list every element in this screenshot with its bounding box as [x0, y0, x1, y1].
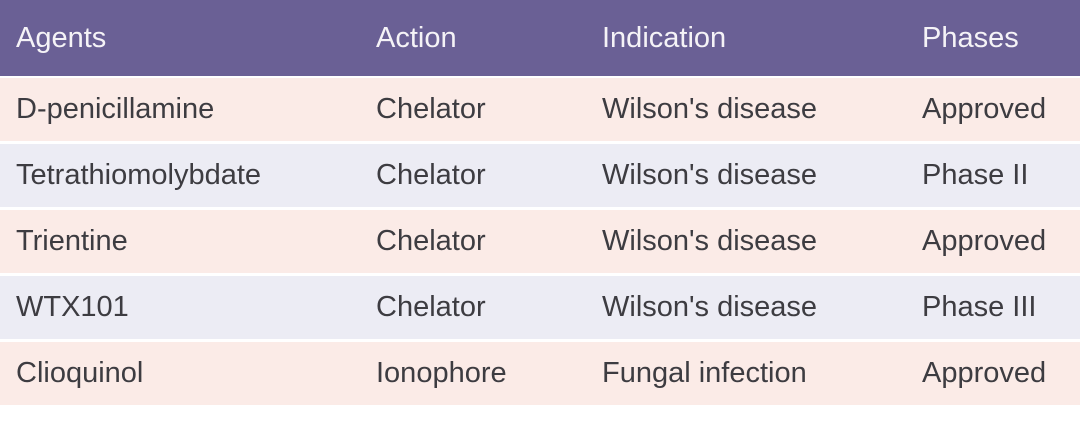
table-row: D-penicillamine Chelator Wilson's diseas…: [0, 78, 1080, 144]
cell-phase: Phase III: [922, 291, 1037, 323]
table-row: Clioquinol Ionophore Fungal infection Ap…: [0, 342, 1080, 408]
cell-action: Chelator: [376, 225, 486, 257]
cell-phase: Approved: [922, 357, 1047, 389]
cell-phase: Approved: [922, 93, 1047, 125]
cell-action: Chelator: [376, 159, 486, 191]
cell-phase: Phase II: [922, 159, 1029, 191]
cell-action: Ionophore: [376, 357, 507, 389]
table-header-row: Agents Action Indication Phases: [0, 0, 1080, 78]
column-header-agents: Agents: [16, 21, 107, 54]
table-row: Tetrathiomolybdate Chelator Wilson's dis…: [0, 144, 1080, 210]
cell-indication: Wilson's disease: [602, 93, 818, 125]
cell-indication: Wilson's disease: [602, 291, 818, 323]
cell-agent: Trientine: [16, 225, 128, 257]
agents-table: Agents Action Indication Phases D-penici…: [0, 0, 1080, 408]
cell-indication: Fungal infection: [602, 357, 807, 389]
column-header-indication: Indication: [602, 21, 727, 54]
cell-phase: Approved: [922, 225, 1047, 257]
cell-agent: Tetrathiomolybdate: [16, 159, 262, 191]
column-header-phases: Phases: [922, 21, 1019, 54]
cell-agent: WTX101: [16, 291, 129, 323]
table-row: WTX101 Chelator Wilson's disease Phase I…: [0, 276, 1080, 342]
cell-agent: D-penicillamine: [16, 93, 215, 125]
cell-agent: Clioquinol: [16, 357, 144, 389]
table-row: Trientine Chelator Wilson's disease Appr…: [0, 210, 1080, 276]
cell-action: Chelator: [376, 93, 486, 125]
cell-indication: Wilson's disease: [602, 159, 818, 191]
cell-indication: Wilson's disease: [602, 225, 818, 257]
cell-action: Chelator: [376, 291, 486, 323]
column-header-action: Action: [376, 21, 457, 54]
